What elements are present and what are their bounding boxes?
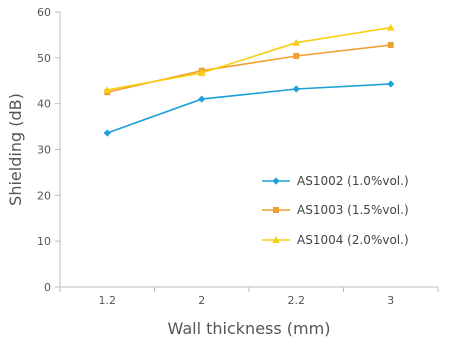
data-point: [103, 86, 112, 93]
x-ticks: 1.2 2 2.2 3: [59, 287, 439, 307]
legend-item: AS1004 (2.0%vol.): [262, 233, 409, 247]
data-point: [197, 69, 206, 76]
x-tick-label: 2: [198, 294, 205, 307]
data-point: [387, 42, 394, 48]
y-tick-label: 20: [37, 189, 51, 202]
y-axis-title: Shielding (dB): [6, 93, 25, 206]
data-point: [386, 23, 395, 31]
x-tick-label: 1.2: [99, 294, 117, 307]
data-point: [292, 85, 300, 93]
series-1: [103, 80, 395, 137]
legend-swatch-marker: [272, 236, 280, 244]
series-3: [103, 23, 395, 93]
x-axis-title: Wall thickness (mm): [168, 319, 331, 338]
y-tick-label: 50: [37, 52, 51, 65]
legend-item: AS1003 (1.5%vol.): [262, 203, 409, 217]
legend-label: AS1004 (2.0%vol.): [297, 233, 409, 247]
data-point: [198, 95, 206, 103]
series-line: [107, 44, 391, 93]
x-tick-label: 2.2: [288, 294, 306, 307]
x-tick-label: 3: [387, 294, 394, 307]
y-tick-label: 40: [37, 98, 51, 111]
series-line: [107, 26, 391, 91]
legend: AS1002 (1.0%vol.) AS1003 (1.5%vol.) AS1004…: [262, 174, 409, 247]
series-2: [104, 42, 394, 96]
legend-swatch-marker: [272, 177, 280, 185]
legend-swatch-marker: [273, 207, 279, 213]
legend-label: AS1003 (1.5%vol.): [297, 203, 409, 217]
data-point: [293, 53, 300, 59]
y-tick-label: 30: [37, 144, 51, 157]
y-tick-label: 10: [37, 235, 51, 248]
y-tick-label: 0: [44, 281, 51, 294]
series-layer: [103, 23, 395, 137]
legend-label: AS1002 (1.0%vol.): [297, 174, 409, 188]
series-line: [106, 83, 391, 134]
data-point: [103, 129, 111, 137]
legend-item: AS1002 (1.0%vol.): [262, 174, 409, 188]
data-point: [292, 38, 301, 46]
y-ticks: 0 10 20 30 40 50 60: [37, 6, 60, 294]
data-point: [387, 80, 395, 88]
y-tick-label: 60: [37, 6, 51, 19]
